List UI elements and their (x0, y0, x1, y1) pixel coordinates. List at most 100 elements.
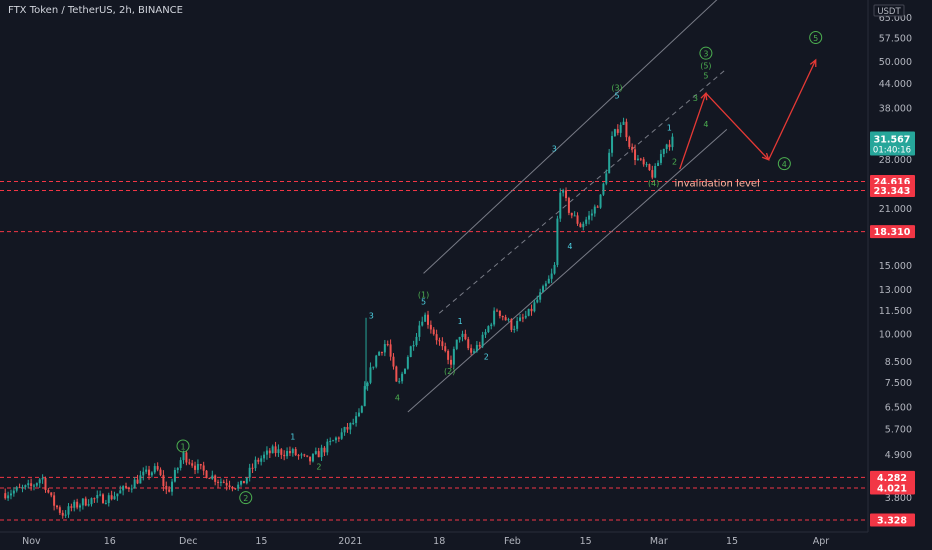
candle-body (76, 501, 79, 508)
candle-body (24, 485, 27, 488)
candle-body (113, 496, 116, 500)
candle-body (300, 454, 303, 456)
wave-label: 3 (369, 312, 374, 321)
currency-box (873, 4, 905, 17)
candle-body (424, 314, 427, 322)
price-tick: 50.000 (879, 57, 912, 68)
candle-body (355, 416, 358, 423)
candle-body (110, 495, 113, 500)
candle-body (475, 344, 478, 352)
candle-body (616, 129, 619, 133)
price-tick: 8.500 (885, 357, 912, 368)
candle-body (582, 223, 585, 228)
candle-body (311, 453, 314, 462)
candle-body (375, 355, 378, 367)
level-badge-text: 24.616 (874, 177, 911, 188)
candle-body (567, 198, 570, 213)
candle-body (294, 449, 297, 456)
current-price-text: 31.567 (874, 134, 911, 145)
candle-body (585, 219, 588, 224)
candle-body (516, 320, 519, 329)
candle-body (576, 215, 579, 224)
candle-body (50, 492, 53, 496)
level-badge-text: 18.310 (874, 227, 911, 238)
candle-body (447, 350, 450, 360)
candle-body (21, 487, 24, 489)
candle-body (242, 480, 245, 484)
candle-body (225, 482, 228, 486)
candle-body (369, 367, 372, 383)
candle-body (352, 422, 355, 424)
candle-body (265, 450, 268, 455)
candle-body (542, 286, 545, 293)
candle-body (90, 498, 93, 505)
candle-body (366, 382, 369, 387)
price-tick: 65.000 (879, 13, 912, 24)
candle-body (490, 324, 493, 327)
candle-body (280, 449, 283, 455)
price-axis[interactable]: 65.000 57.500 50.000 44.000 38.000 28.000 21.0… (873, 4, 912, 504)
time-axis[interactable]: Nov 16 Dec 15 2021 18 Feb 15 Mar 15 Apr (22, 536, 829, 547)
candle-body (570, 212, 573, 216)
candle-body (406, 357, 409, 369)
wave-label: 5 (421, 297, 426, 306)
candle-body (53, 495, 56, 506)
candle-body (639, 158, 642, 160)
candle-body (668, 144, 671, 148)
candle-body (631, 146, 634, 150)
candle-body (665, 144, 668, 149)
candle-body (61, 512, 64, 516)
price-candles (4, 117, 674, 519)
candle-body (524, 315, 527, 318)
candle-body (159, 469, 162, 476)
countdown-text: 01:40:16 (873, 145, 911, 155)
level-badge (870, 481, 915, 495)
candle-body (9, 493, 12, 496)
wave-label: 5 (614, 92, 619, 101)
candle-body (104, 503, 107, 505)
candle-body (217, 481, 220, 483)
candle-body (263, 454, 266, 459)
candle-body (291, 449, 294, 454)
candle-body (539, 292, 542, 300)
candle-body (277, 449, 280, 454)
candle-body (671, 136, 674, 148)
time-tick: 16 (104, 536, 116, 547)
wave-circle (777, 157, 791, 171)
wave-circle (239, 491, 253, 505)
candle-body (536, 299, 539, 303)
time-tick: 15 (255, 536, 267, 547)
candle-body (651, 170, 654, 178)
channel-line (407, 129, 728, 413)
price-tick: 13.000 (879, 285, 912, 296)
level-badge (870, 470, 915, 484)
candle-body (136, 479, 139, 484)
candle-body (44, 477, 47, 491)
candle-body (47, 490, 50, 493)
current-price-badge (870, 131, 915, 156)
wave-circle (699, 46, 713, 60)
candle-body (392, 356, 395, 367)
candle-body (274, 446, 277, 454)
candle-body (260, 458, 263, 462)
candle-body (418, 325, 421, 337)
candle-body (547, 278, 550, 284)
candle-body (527, 308, 530, 316)
candle-body (550, 273, 553, 279)
wave-label: 2 (484, 352, 489, 361)
price-tick: 4.900 (885, 450, 912, 461)
candle-body (171, 481, 174, 492)
candle-body (30, 483, 33, 487)
candle-body (544, 283, 547, 287)
invalidation-label: invalidation level (675, 179, 760, 190)
candle-body (153, 466, 156, 473)
candle-body (386, 344, 389, 346)
projection-segment (768, 59, 817, 161)
candle-body (438, 340, 441, 342)
price-axis-background (868, 0, 932, 550)
wave-label: 5 (813, 34, 818, 43)
candle-body (421, 321, 424, 326)
wave-label: 1 (180, 442, 185, 451)
